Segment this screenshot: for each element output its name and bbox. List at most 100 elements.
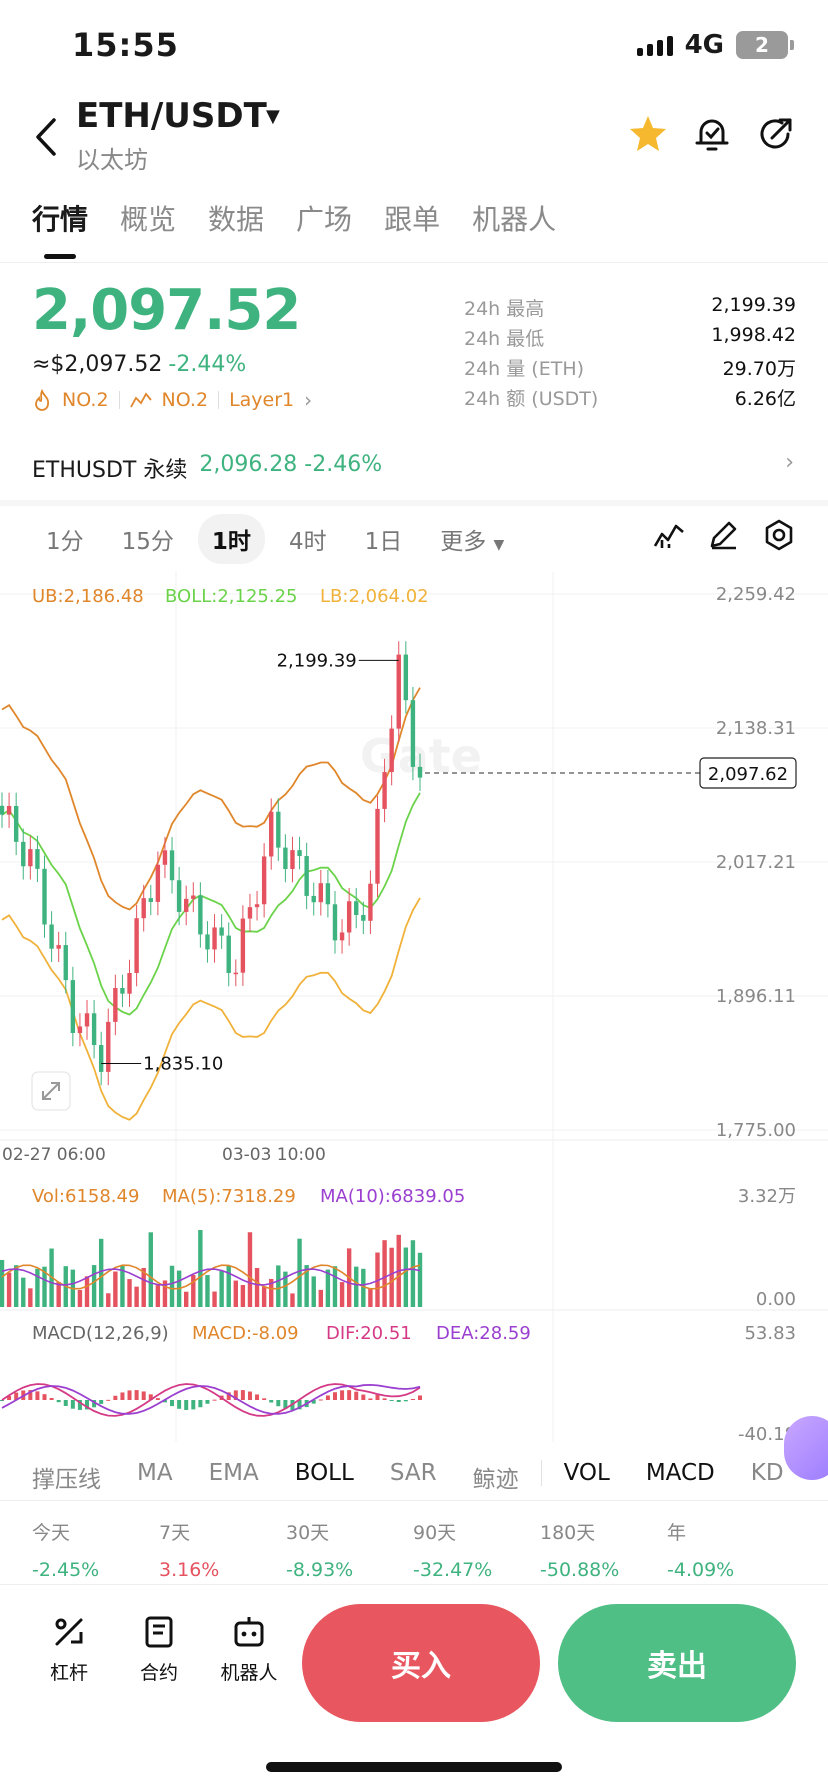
- volume-bar: [162, 1280, 168, 1307]
- candle-body: [113, 988, 118, 1022]
- interval-more[interactable]: 更多 ▼: [440, 529, 505, 555]
- volume-bar: [382, 1240, 387, 1307]
- ind-ema[interactable]: EMA: [208, 1460, 259, 1486]
- candle-body: [396, 654, 401, 729]
- indicator-icon[interactable]: [652, 518, 686, 552]
- tab-copytrade[interactable]: 跟单: [384, 203, 441, 236]
- contract-button[interactable]: 合约: [124, 1614, 194, 1685]
- kline-chart[interactable]: Gate 2,259.422,138.312,017.211,896.111,7…: [0, 572, 828, 1472]
- volume-bar: [339, 1282, 345, 1307]
- sell-button[interactable]: 卖出: [558, 1604, 796, 1722]
- market-cap-rank-tag[interactable]: NO.2: [161, 389, 209, 411]
- volume-bar: [247, 1232, 253, 1307]
- chevron-right-icon[interactable]: ›: [785, 450, 794, 475]
- ind-ma[interactable]: MA: [137, 1460, 173, 1486]
- pair-dropdown-icon[interactable]: ▼: [266, 106, 280, 127]
- candle-body: [346, 901, 352, 933]
- macd-bar: [35, 1391, 40, 1400]
- macd-bar: [403, 1400, 408, 1402]
- star-icon[interactable]: [626, 112, 670, 156]
- tab-square[interactable]: 广场: [296, 203, 353, 236]
- current-price-box: [699, 757, 797, 789]
- price-alert-icon[interactable]: [690, 112, 734, 156]
- candle-body: [120, 988, 125, 994]
- volume-bar: [134, 1286, 139, 1307]
- interval-1d[interactable]: 1日: [364, 529, 403, 555]
- hot-rank-tag[interactable]: NO.2: [62, 389, 109, 411]
- last-price: 2,097.52: [32, 278, 301, 343]
- share-icon[interactable]: [754, 112, 798, 156]
- volume-bar: [318, 1289, 324, 1307]
- candle-body: [184, 898, 189, 912]
- boll-lb-label: LB:2,064.02: [320, 586, 429, 607]
- macd-bar: [382, 1398, 387, 1400]
- ind-kd[interactable]: KD: [750, 1460, 784, 1486]
- volume-bar: [269, 1278, 274, 1307]
- perf-item: 年 -4.09%: [667, 1522, 735, 1581]
- volume-bar: [148, 1232, 153, 1307]
- category-tag[interactable]: Layer1: [229, 389, 295, 411]
- macd-bar: [113, 1395, 118, 1400]
- performance-row: 今天 -2.45% 7天 3.16% 30天 -8.93% 90天 -32.47% 18…: [32, 1518, 794, 1581]
- volume-bar: [21, 1277, 26, 1307]
- robot-button[interactable]: 机器人: [214, 1614, 284, 1685]
- chevron-right-icon[interactable]: ›: [304, 388, 313, 412]
- volume-bar: [226, 1265, 231, 1307]
- lever-button[interactable]: 杠杆: [34, 1614, 104, 1685]
- draw-pen-icon[interactable]: [706, 518, 740, 552]
- candle-body: [368, 883, 373, 921]
- volume-bar: [233, 1280, 238, 1307]
- volume-bar: [13, 1265, 19, 1307]
- ind-vol[interactable]: VOL: [563, 1460, 610, 1486]
- macd-bar: [361, 1394, 366, 1400]
- macd-bar: [70, 1400, 75, 1409]
- candle-body: [361, 914, 366, 921]
- interval-4h[interactable]: 4时: [288, 529, 327, 555]
- macd-bar: [262, 1398, 267, 1400]
- boll-upper-line: [1, 687, 421, 911]
- interval-1m[interactable]: 1分: [46, 529, 84, 555]
- interval-15m[interactable]: 15分: [121, 529, 174, 555]
- volume-bar: [191, 1274, 196, 1307]
- dif-line: [1, 1383, 421, 1417]
- candle-body: [389, 728, 394, 773]
- volume-bar: [219, 1270, 224, 1307]
- perpetual-price: 2,096.28 -2.46%: [199, 452, 383, 477]
- buy-button[interactable]: 买入: [302, 1604, 540, 1722]
- macd-bar: [0, 1400, 4, 1401]
- tab-robot[interactable]: 机器人: [472, 203, 557, 236]
- candle-body: [339, 932, 345, 941]
- ind-boll[interactable]: BOLL: [294, 1460, 354, 1486]
- volume-bar: [290, 1293, 295, 1307]
- tab-market[interactable]: 行情: [32, 198, 88, 259]
- macd-bar: [325, 1395, 330, 1400]
- macd-bar: [170, 1400, 175, 1407]
- y-tick-label: 2,138.31: [716, 718, 796, 739]
- tab-overview[interactable]: 概览: [120, 203, 177, 236]
- macd-title-label: MACD(12,26,9): [32, 1323, 169, 1344]
- stat-row: 24h 额 (USDT) 6.26亿: [464, 388, 796, 410]
- settings-icon[interactable]: [762, 518, 796, 552]
- candle-body: [98, 1045, 104, 1072]
- macd-bar: [311, 1400, 316, 1404]
- ind-support[interactable]: 撑压线: [32, 1467, 101, 1493]
- ind-macd[interactable]: MACD: [645, 1460, 715, 1486]
- candle-body: [155, 864, 161, 902]
- interval-1h[interactable]: 1时: [197, 514, 265, 564]
- ind-sar[interactable]: SAR: [389, 1460, 437, 1486]
- macd-bar: [276, 1400, 281, 1407]
- perpetual-link[interactable]: ETHUSDT 永续 2,096.28 -2.46%: [32, 452, 382, 484]
- candle-body: [283, 847, 288, 870]
- volume-bar: [403, 1247, 409, 1307]
- ind-whale[interactable]: 鲸迹: [472, 1467, 519, 1493]
- volume-bar: [368, 1288, 373, 1307]
- volume-bar: [332, 1266, 338, 1307]
- back-icon[interactable]: [28, 112, 64, 162]
- pair-title[interactable]: ETH/USDT: [76, 96, 267, 136]
- tab-data[interactable]: 数据: [208, 203, 265, 236]
- bottom-divider: [0, 1584, 828, 1585]
- assistant-bubble[interactable]: [784, 1416, 828, 1480]
- x-tick-label: 02-27 06:00: [2, 1145, 106, 1165]
- candle-body: [212, 927, 217, 950]
- perf-item: 180天 -50.88%: [540, 1522, 620, 1581]
